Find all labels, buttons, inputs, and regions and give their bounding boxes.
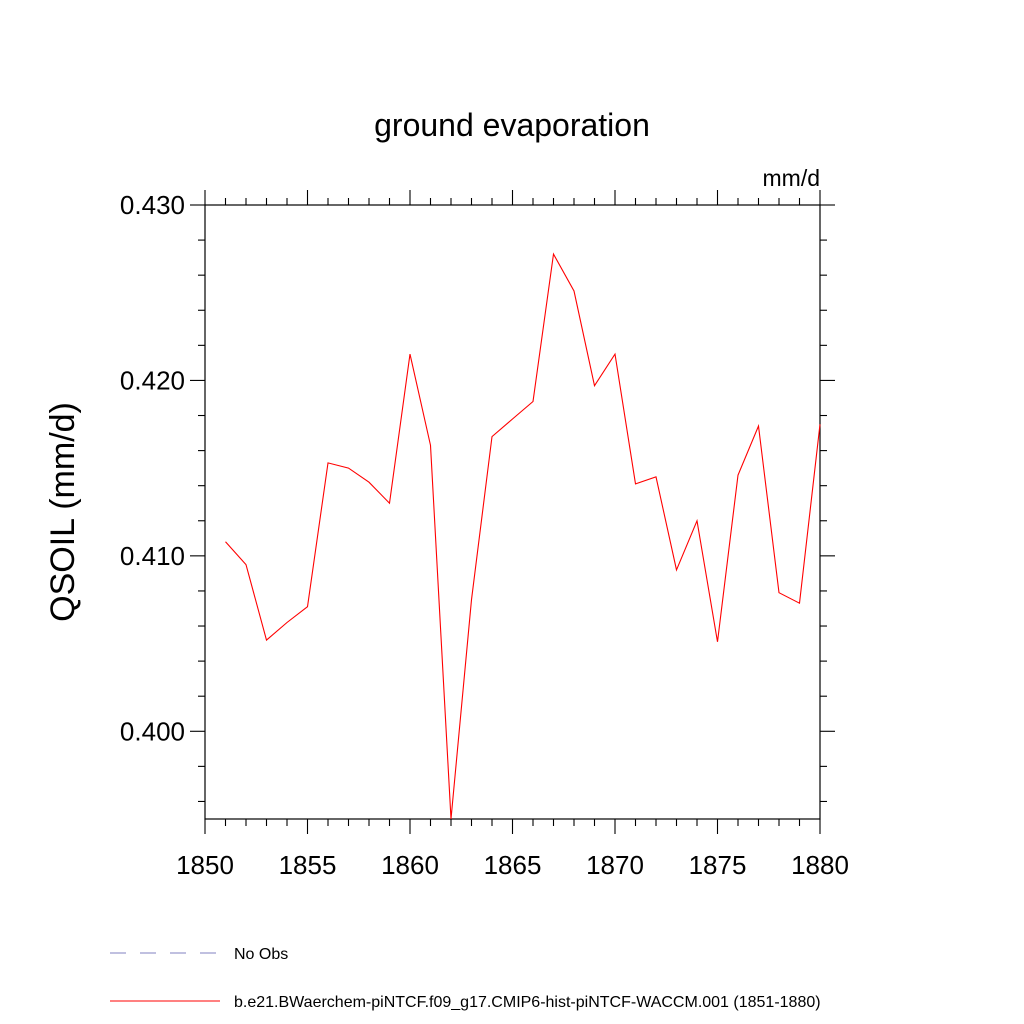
- x-tick-label: 1875: [689, 850, 747, 880]
- units-label: mm/d: [763, 165, 821, 191]
- y-tick-label: 0.420: [120, 365, 185, 395]
- y-tick-label: 0.410: [120, 541, 185, 571]
- x-tick-label: 1860: [381, 850, 439, 880]
- series-line: [225, 252, 821, 820]
- x-tick-label: 1865: [484, 850, 542, 880]
- y-tick-label: 0.400: [120, 716, 185, 746]
- legend-label: No Obs: [234, 946, 288, 963]
- chart-title: ground evaporation: [374, 107, 650, 143]
- x-tick-label: 1870: [586, 850, 644, 880]
- x-tick-label: 1850: [176, 850, 234, 880]
- y-tick-label: 0.430: [120, 190, 185, 220]
- plot-frame: [204, 204, 821, 820]
- x-tick-label: 1855: [279, 850, 337, 880]
- y-axis-label: QSOIL (mm/d): [44, 402, 82, 622]
- legend-label: b.e21.BWaerchem-piNTCF.f09_g17.CMIP6-his…: [234, 994, 821, 1011]
- x-tick-label: 1880: [791, 850, 849, 880]
